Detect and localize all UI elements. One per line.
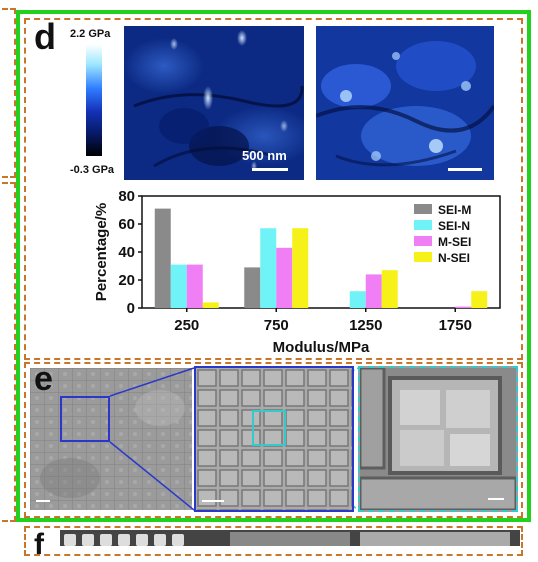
legend-swatch (414, 236, 432, 246)
bar (471, 291, 488, 308)
panel-f-texture (60, 530, 520, 546)
x-tick-label: 250 (174, 317, 199, 334)
sem-texture-high (360, 368, 516, 510)
modulus-distribution-chart: 0 20 40 60 80 Percentage/% 250 750 1250 1750 Modul… (93, 188, 501, 356)
panel-e-frame (24, 362, 523, 518)
zoom-region-box (60, 396, 110, 442)
legend-swatch (414, 252, 432, 262)
panel-d-frame (24, 18, 523, 360)
colorbar-max-label: 2.2 GPa (70, 28, 111, 40)
bar (276, 247, 293, 308)
scale-bar-label: 500 nm (242, 148, 287, 163)
highlight-frame (16, 10, 531, 522)
left-panel-frame (0, 8, 16, 178)
bar (202, 302, 219, 308)
y-tick-label: 20 (118, 272, 135, 289)
sem-texture-mid (196, 368, 352, 510)
bar (455, 306, 472, 308)
y-axis-label: Percentage/% (93, 203, 110, 301)
legend-swatch (414, 204, 432, 214)
scale-bar (252, 168, 288, 171)
panel-e-letter: e (34, 360, 53, 398)
sem-image-mid-mag (194, 366, 354, 512)
afm-modulus-map-left: 500 nm (124, 26, 304, 180)
bar (292, 228, 309, 308)
x-tick-label: 1250 (349, 317, 382, 334)
x-tick-label: 1750 (439, 317, 472, 334)
legend-swatch (414, 220, 432, 230)
legend-label: SEI-N (438, 219, 470, 233)
panel-d-letter: d (34, 16, 56, 57)
legend-label: N-SEI (438, 251, 470, 265)
afm-modulus-map-right (316, 26, 494, 180)
afm-texture-right (316, 26, 494, 180)
x-tick-label: 750 (264, 317, 289, 334)
legend-label: SEI-M (438, 203, 471, 217)
panel-f-image-strip (60, 530, 520, 546)
bar (260, 228, 277, 308)
left-panel-frame-lower (0, 182, 16, 522)
scale-bar (448, 168, 482, 171)
sem-texture-low (30, 368, 192, 510)
x-axis-label: Modulus/MPa (273, 339, 370, 356)
bar (365, 274, 382, 308)
bar (154, 208, 171, 308)
bar (170, 264, 187, 308)
panel-f-letter: f (34, 528, 44, 561)
colorbar-min-label: -0.3 GPa (70, 164, 115, 176)
bar (186, 264, 203, 308)
y-tick-label: 0 (127, 300, 135, 317)
y-tick-label: 80 (118, 188, 135, 205)
bar (349, 291, 366, 308)
afm-texture-left (124, 26, 304, 180)
zoom-region-box-cyan (252, 410, 286, 446)
sem-image-low-mag (30, 368, 192, 510)
y-tick-label: 60 (118, 216, 135, 233)
bar (381, 270, 398, 308)
colorbar (86, 44, 102, 156)
sem-image-high-mag (358, 366, 518, 512)
y-tick-label: 40 (118, 244, 135, 261)
legend-label: M-SEI (438, 235, 471, 249)
bar (244, 267, 261, 308)
